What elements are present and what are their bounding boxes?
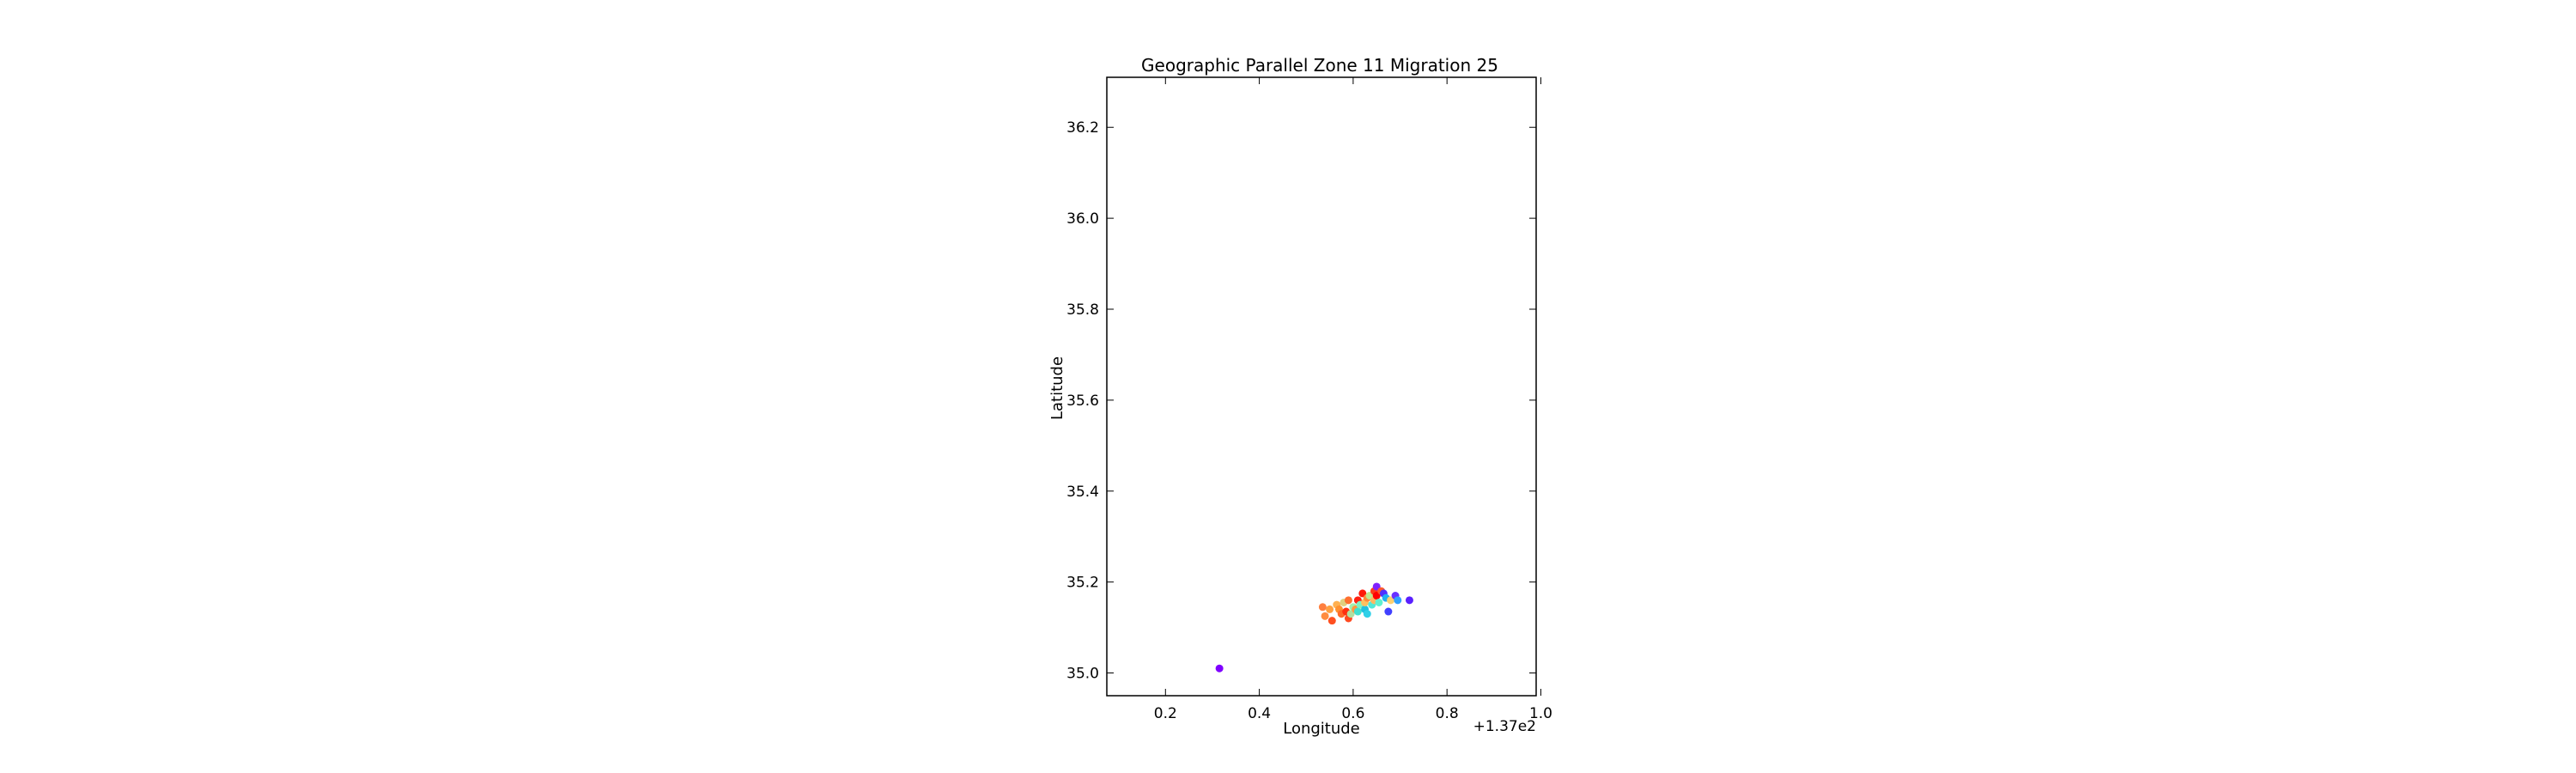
data-points — [1215, 582, 1413, 673]
data-point — [1344, 596, 1352, 605]
y-tick-label: 35.0 — [1066, 666, 1099, 683]
data-point — [1375, 598, 1383, 606]
x-tick-label: 0.2 — [1154, 705, 1177, 722]
data-point — [1215, 664, 1224, 673]
x-axis-offset-label: +1.37e2 — [1473, 718, 1536, 735]
plot-frame — [1106, 76, 1537, 697]
y-tick-label: 36.0 — [1066, 210, 1099, 228]
chart-title: Geographic Parallel Zone 11 Migration 25 — [1141, 55, 1498, 76]
y-tick-label: 35.4 — [1066, 484, 1099, 501]
y-tick-label: 35.6 — [1066, 393, 1099, 410]
data-point — [1321, 612, 1329, 620]
data-point — [1394, 596, 1402, 605]
data-point — [1363, 610, 1371, 618]
data-point — [1384, 607, 1393, 616]
data-point — [1326, 605, 1334, 613]
data-point — [1405, 596, 1413, 605]
y-tick-label: 35.2 — [1066, 575, 1099, 592]
x-tick-label: 0.6 — [1341, 705, 1364, 722]
x-tick-label: 0.8 — [1436, 705, 1459, 722]
x-axis-ticks: 0.2 0.4 0.6 0.8 1.0 — [1154, 77, 1552, 722]
data-point — [1327, 617, 1336, 625]
y-axis-ticks: 35.0 35.2 35.4 35.6 35.8 36.0 36.2 — [1066, 119, 1536, 683]
x-tick-label: 1.0 — [1529, 705, 1552, 722]
y-tick-label: 35.8 — [1066, 301, 1099, 319]
data-point — [1353, 607, 1362, 616]
y-tick-label: 36.2 — [1066, 119, 1099, 137]
y-axis-label: Latitude — [1048, 356, 1066, 420]
x-axis-label: Longitude — [1283, 720, 1360, 738]
x-tick-label: 0.4 — [1248, 705, 1271, 722]
data-point — [1318, 603, 1327, 612]
